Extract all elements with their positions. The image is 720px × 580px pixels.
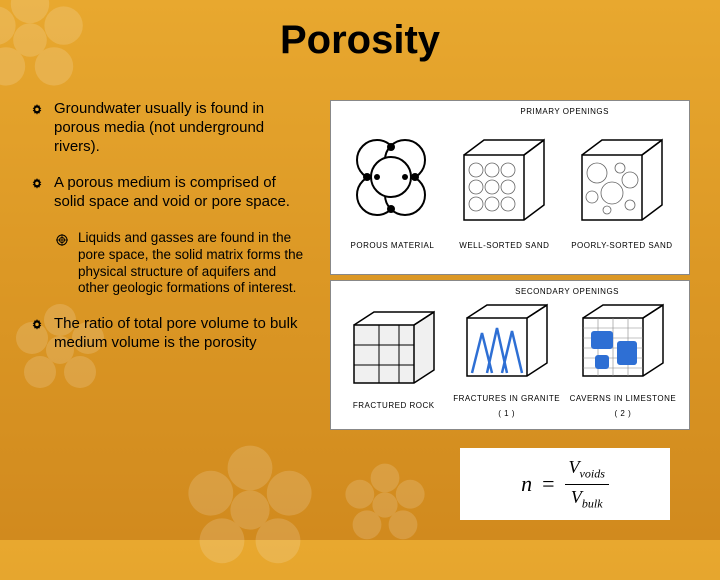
fractured-rock-cell: FRACTURED ROCK: [344, 300, 444, 410]
poorly-sorted-cell: POORLY-SORTED SAND: [571, 125, 672, 250]
sub-bullet-1: Liquids and gasses are found in the pore…: [56, 230, 310, 298]
well-sorted-cell: WELL-SORTED SAND: [454, 125, 554, 250]
porosity-equation: n = Vvoids Vbulk: [460, 448, 670, 520]
eq-lhs: n: [521, 471, 532, 497]
fractures-granite-label: FRACTURES IN GRANITE: [453, 394, 560, 403]
well-sorted-label: WELL-SORTED SAND: [459, 241, 549, 250]
eq-den-v: V: [571, 487, 582, 507]
bullet-1: Groundwater usually is found in porous m…: [30, 100, 310, 156]
bullet-2: A porous medium is comprised of solid sp…: [30, 174, 310, 212]
bullet-3-text: The ratio of total pore volume to bulk m…: [54, 315, 310, 353]
well-sorted-icon: [454, 125, 554, 235]
bullet-3: The ratio of total pore volume to bulk m…: [30, 315, 310, 353]
decor-flower: [180, 440, 320, 580]
figure-primary-openings: PRIMARY OPENINGS POROUS MATERIAL: [330, 100, 690, 275]
eq-fraction: Vvoids Vbulk: [565, 457, 609, 511]
fractured-rock-icon: [344, 300, 444, 395]
eq-equals: =: [542, 471, 554, 497]
poorly-sorted-icon: [572, 125, 672, 235]
bullet-2-text: A porous medium is comprised of solid sp…: [54, 174, 310, 212]
fractures-granite-cell: FRACTURES IN GRANITE ( 1 ): [453, 293, 560, 418]
target-bullet-icon: [56, 233, 68, 245]
figure-secondary-openings: SECONDARY OPENINGS FRACTURED ROCK: [330, 280, 690, 430]
porous-material-icon: [347, 125, 437, 235]
gear-bullet-icon: [30, 103, 44, 117]
decor-flower: [340, 460, 430, 550]
eq-den-sub: bulk: [582, 496, 603, 510]
decor-flower: [0, 0, 90, 100]
poorly-sorted-label: POORLY-SORTED SAND: [571, 241, 672, 250]
porous-material-label: POROUS MATERIAL: [351, 241, 435, 250]
secondary-openings-label: SECONDARY OPENINGS: [515, 287, 619, 296]
gear-bullet-icon: [30, 177, 44, 191]
caverns-cell: CAVERNS IN LIMESTONE ( 2 ): [570, 293, 677, 418]
caverns-icon: [573, 293, 673, 388]
text-column: Groundwater usually is found in porous m…: [30, 100, 310, 371]
fractures-granite-icon: [457, 293, 557, 388]
paren-1: ( 1 ): [498, 409, 515, 418]
sub-bullet-1-text: Liquids and gasses are found in the pore…: [78, 230, 310, 298]
primary-openings-label: PRIMARY OPENINGS: [520, 107, 609, 116]
eq-num-v: V: [569, 457, 580, 477]
gear-bullet-icon: [30, 318, 44, 332]
fractured-rock-label: FRACTURED ROCK: [353, 401, 435, 410]
slide-title: Porosity: [0, 0, 720, 71]
paren-2: ( 2 ): [615, 409, 632, 418]
bullet-1-text: Groundwater usually is found in porous m…: [54, 100, 310, 156]
eq-num-sub: voids: [580, 467, 605, 481]
porous-material-cell: POROUS MATERIAL: [347, 125, 437, 250]
caverns-label: CAVERNS IN LIMESTONE: [570, 394, 677, 403]
